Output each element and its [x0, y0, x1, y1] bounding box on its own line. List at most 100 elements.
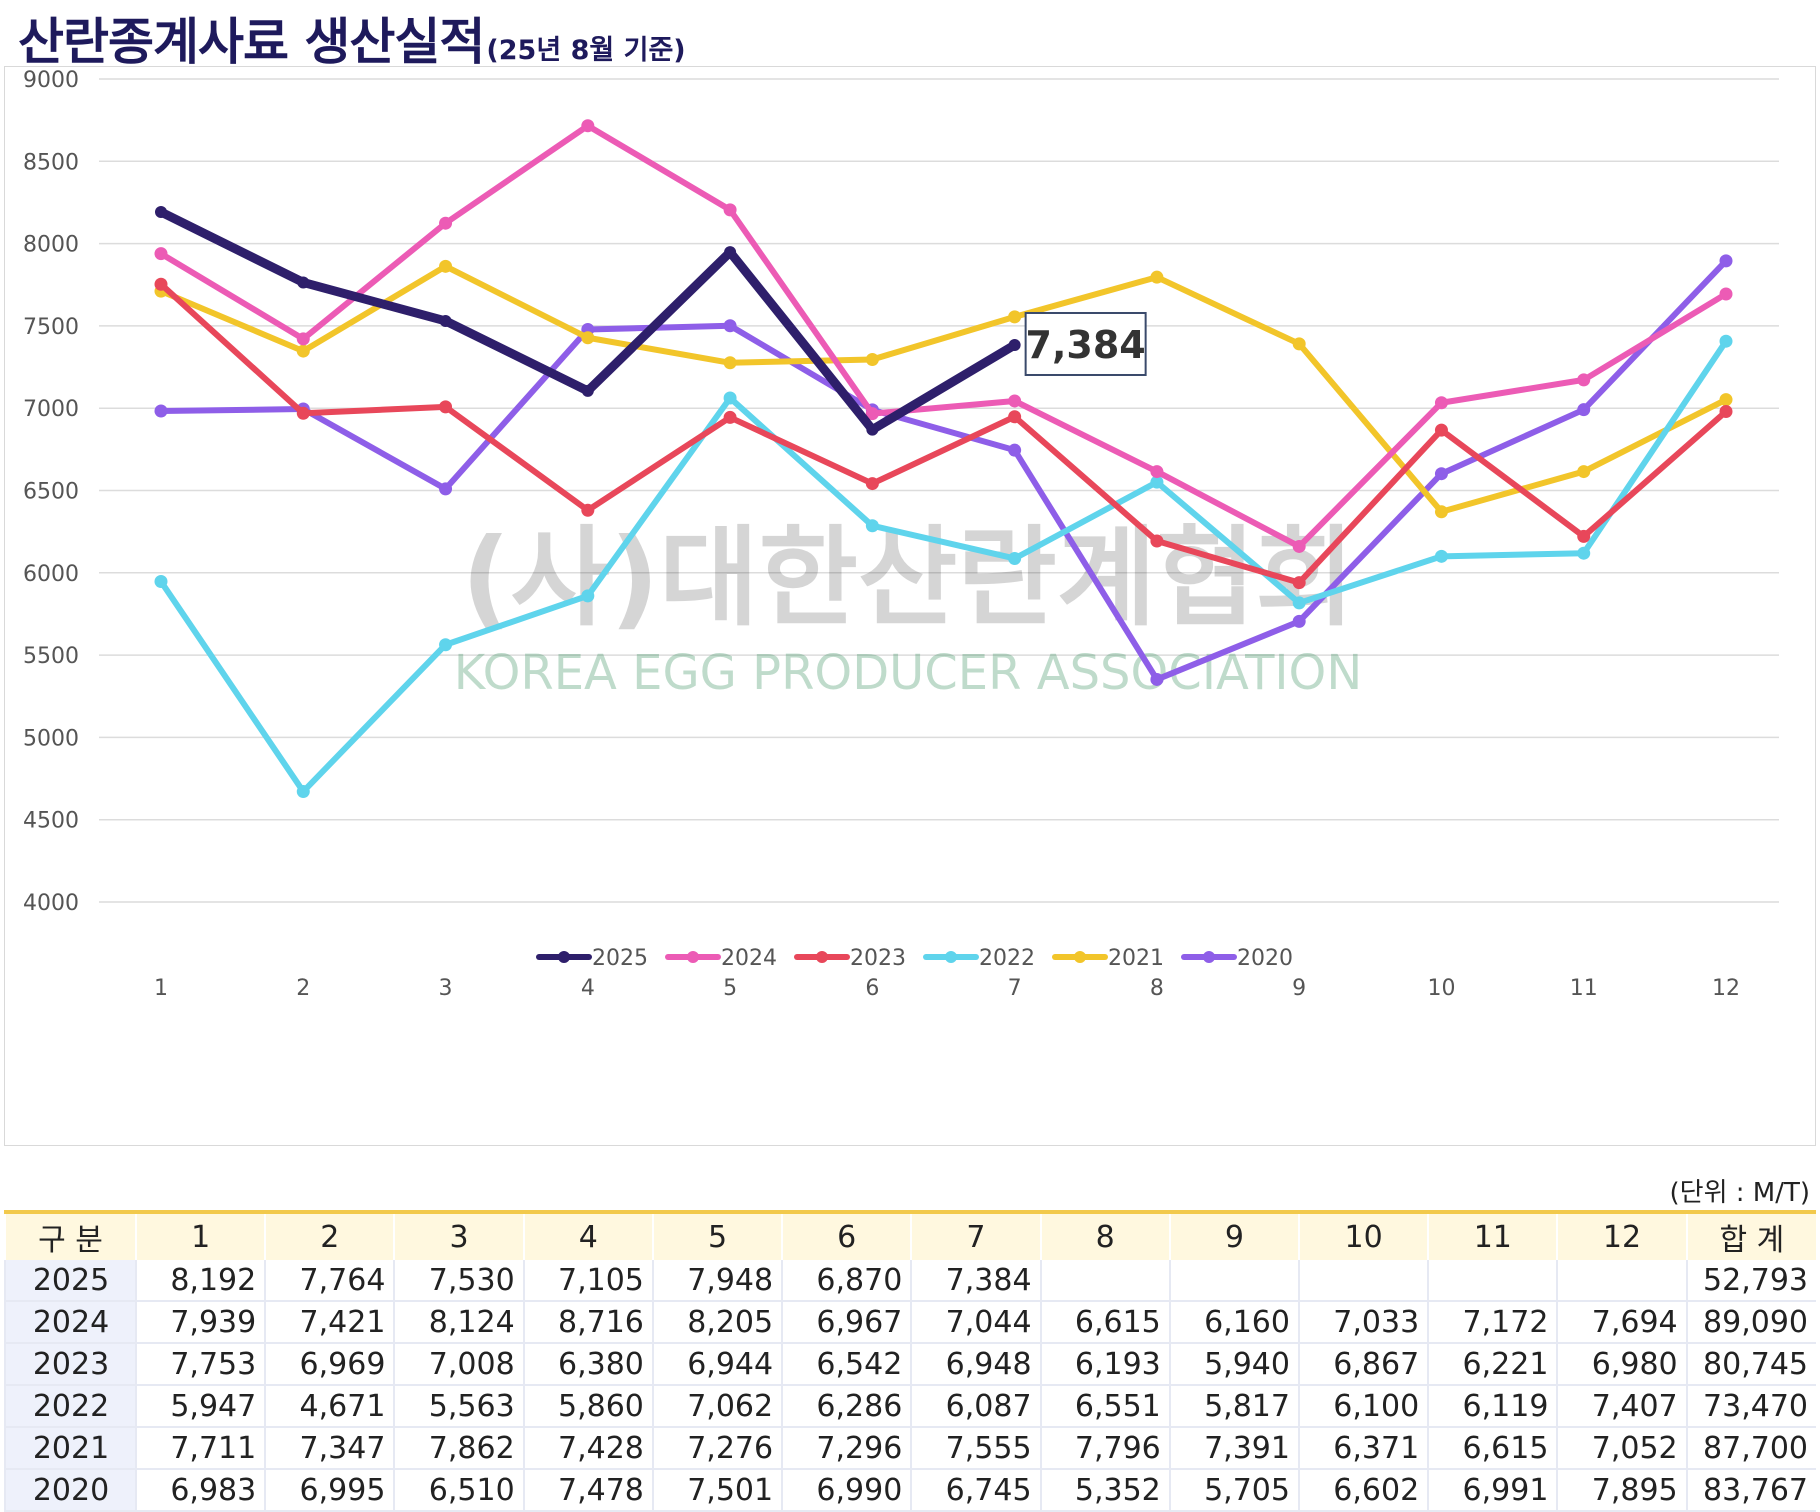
series-lines [154, 119, 1733, 799]
x-tick-label: 12 [1712, 976, 1740, 1001]
table-cell: 6,867 [1297, 1343, 1429, 1386]
table-cell: 7,421 [264, 1301, 395, 1344]
table-cell: 7,530 [393, 1260, 524, 1302]
series-2022 [154, 334, 1733, 799]
table-row: 2020 6,983 6,995 6,510 7,478 7,501 6,990 6,745 5… [4, 1469, 1816, 1512]
table-cell: 6,551 [1039, 1385, 1170, 1428]
legend-label: 2021 [1108, 946, 1164, 971]
data-point [723, 203, 737, 217]
table-header-cell: 구 분 [4, 1210, 136, 1260]
data-table: 구 분 1 2 3 4 5 6 7 8 9 10 11 12 합 계 2025 8,192 7,764 7,53… [4, 1210, 1816, 1512]
x-tick-label: 3 [439, 976, 453, 1001]
table-cell: 7,862 [393, 1427, 524, 1470]
data-point [1150, 672, 1164, 686]
row-total-cell: 87,700 [1685, 1427, 1816, 1470]
data-point [1292, 539, 1306, 553]
data-point [297, 276, 310, 289]
table-cell: 7,501 [651, 1469, 783, 1512]
table-cell: 6,160 [1168, 1301, 1299, 1344]
table-cell: 5,563 [393, 1385, 524, 1428]
series-line-2022 [158, 338, 1729, 795]
table-cell: 6,870 [781, 1260, 912, 1302]
table-header-cell: 5 [651, 1210, 783, 1260]
data-point [439, 259, 453, 273]
legend-marker [816, 951, 828, 963]
data-point [723, 410, 737, 424]
chart-title: 산란종계사료 생산실적 (25년 8월 기준) [18, 2, 686, 71]
row-year-cell: 2022 [4, 1385, 136, 1428]
table-cell: 5,947 [134, 1385, 266, 1428]
data-point [723, 356, 737, 370]
data-point [154, 277, 168, 291]
y-tick-label: 5500 [23, 644, 79, 669]
table-cell: 6,221 [1427, 1343, 1558, 1386]
data-point [1577, 546, 1591, 560]
data-point [1719, 254, 1733, 268]
annotation-box [1024, 311, 1147, 376]
data-point [439, 314, 452, 327]
table-cell: 6,193 [1039, 1343, 1170, 1386]
table-header-cell: 8 [1039, 1210, 1170, 1260]
x-tick-label: 8 [1150, 976, 1164, 1001]
legend-item-2023: 2023 [794, 946, 906, 971]
x-tick-label: 1 [154, 976, 168, 1001]
table-cell [1168, 1260, 1299, 1302]
table-header-cell: 2 [264, 1210, 395, 1260]
table-cell: 6,542 [781, 1343, 912, 1386]
chart-panel: 9000 8500 8000 7500 7000 6500 6000 5500 5000 4500… [4, 66, 1816, 1146]
data-point [1008, 338, 1021, 351]
row-year-cell: 2020 [4, 1469, 136, 1512]
data-point [154, 247, 168, 261]
legend-item-2020: 2020 [1181, 946, 1293, 971]
x-tick-label: 10 [1427, 976, 1455, 1001]
table-cell: 7,939 [134, 1301, 266, 1344]
legend-item-2022: 2022 [923, 946, 1035, 971]
legend-label: 2022 [979, 946, 1035, 971]
table-header-cell: 6 [781, 1210, 912, 1260]
table-cell [1556, 1260, 1687, 1302]
y-tick-label: 4000 [23, 891, 79, 916]
y-tick-label: 7000 [23, 397, 79, 422]
table-cell: 7,008 [393, 1343, 524, 1386]
annotation-label: 7,384 [1026, 323, 1146, 367]
row-total-cell: 80,745 [1685, 1343, 1816, 1386]
table-header-cell: 12 [1556, 1210, 1687, 1260]
table-cell: 6,948 [910, 1343, 1041, 1386]
data-point [866, 423, 879, 436]
table-cell: 6,119 [1427, 1385, 1558, 1428]
table-cell: 6,991 [1427, 1469, 1558, 1512]
data-point [1008, 410, 1022, 424]
table-header-cell: 4 [522, 1210, 653, 1260]
table-cell: 6,615 [1039, 1301, 1170, 1344]
table-cell: 8,124 [393, 1301, 524, 1344]
table-row: 2025 8,192 7,764 7,530 7,105 7,948 6,870 7,384 5… [4, 1260, 1816, 1302]
data-point [1434, 505, 1448, 519]
table-cell: 7,478 [522, 1469, 653, 1512]
data-point [1292, 596, 1306, 610]
table-row: 2022 5,947 4,671 5,563 5,860 7,062 6,286 6,087 6… [4, 1385, 1816, 1428]
table-cell: 7,555 [910, 1427, 1041, 1470]
data-point [439, 400, 453, 414]
series-line-2020 [158, 257, 1729, 683]
legend-label: 2020 [1237, 946, 1293, 971]
data-point [1008, 310, 1022, 324]
y-tick-label: 4500 [23, 809, 79, 834]
table-header-cell: 7 [910, 1210, 1041, 1260]
table-cell: 5,705 [1168, 1469, 1299, 1512]
annotation: 7,384 [1024, 311, 1147, 376]
y-tick-label: 9000 [23, 68, 79, 93]
data-point [1292, 337, 1306, 351]
table-cell: 7,895 [1556, 1469, 1687, 1512]
row-total-cell: 89,090 [1685, 1301, 1816, 1344]
data-point [1434, 423, 1448, 437]
y-tick-label: 8000 [23, 233, 79, 258]
series-2023 [154, 277, 1733, 590]
data-point [296, 406, 310, 420]
y-tick-label: 6000 [23, 562, 79, 587]
y-tick-label: 7500 [23, 315, 79, 340]
data-point [723, 319, 737, 333]
table-cell: 7,062 [651, 1385, 783, 1428]
data-point [155, 205, 167, 218]
data-point [1292, 576, 1306, 590]
data-point [1577, 529, 1591, 543]
